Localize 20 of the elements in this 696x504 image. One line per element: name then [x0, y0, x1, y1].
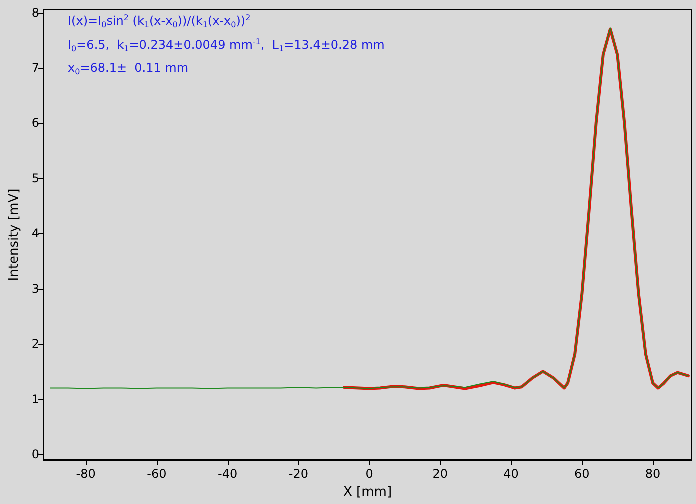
- x-tick-label: 60: [574, 467, 590, 481]
- x-tick-label: 40: [504, 467, 519, 481]
- y-tick-label: 0: [32, 447, 40, 462]
- x-tick-label: -60: [147, 467, 167, 481]
- y-tick-label: 4: [32, 226, 40, 241]
- x-tick-label: -80: [76, 467, 96, 481]
- x-tick-label: 0: [366, 467, 374, 481]
- y-tick-label: 8: [32, 6, 40, 20]
- y-tick-label: 6: [32, 116, 40, 130]
- x-tick-label: -40: [218, 467, 238, 481]
- y-axis-title: Intensity [mV]: [7, 188, 22, 282]
- x-axis-title: X [mm]: [344, 485, 392, 500]
- x-tick-label: -20: [288, 467, 308, 481]
- y-tick-label: 7: [32, 60, 40, 75]
- y-tick-label: 3: [32, 282, 40, 296]
- x-tick-label: 80: [645, 467, 661, 481]
- x-tick-label: 20: [432, 467, 448, 481]
- y-tick-label: 2: [32, 337, 40, 352]
- y-tick-label: 1: [32, 392, 40, 406]
- y-tick-label: 5: [32, 171, 40, 186]
